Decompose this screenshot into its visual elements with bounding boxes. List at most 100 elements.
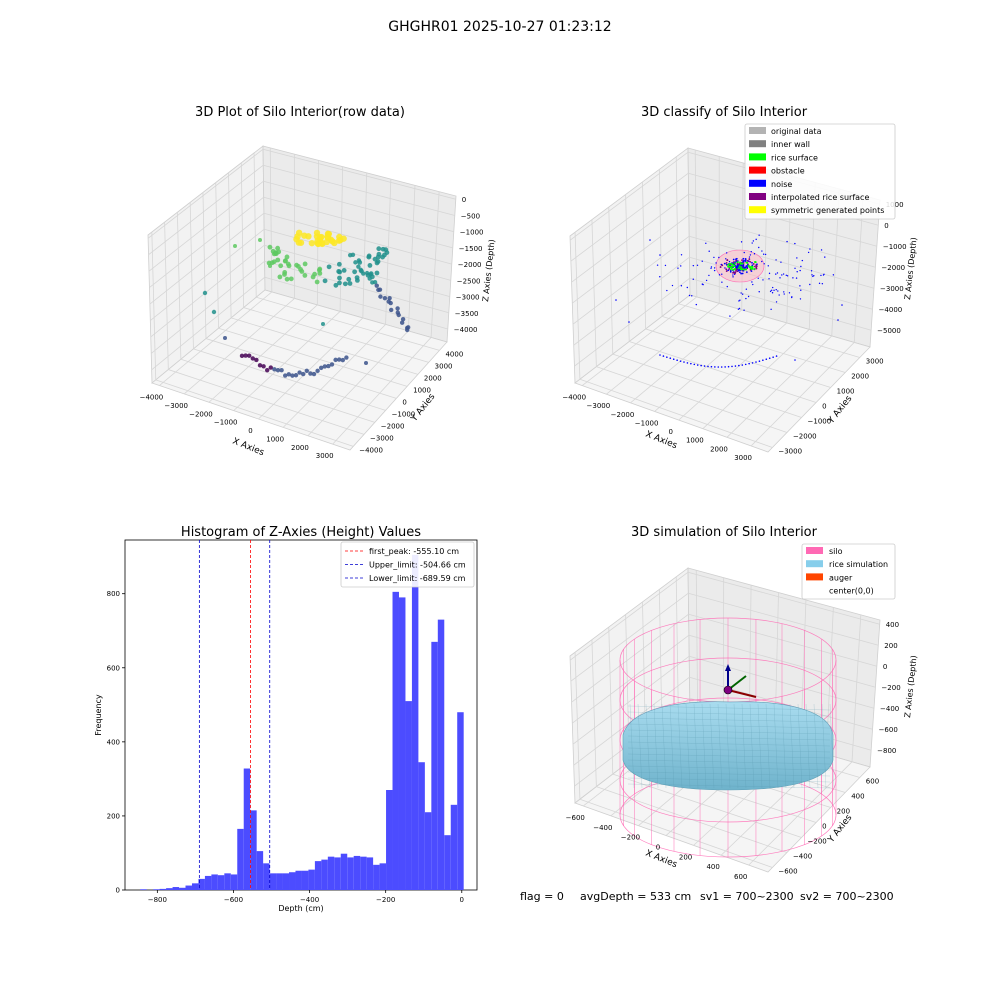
histogram-bar bbox=[424, 812, 432, 890]
data-point bbox=[301, 371, 306, 377]
classified-point bbox=[832, 274, 835, 276]
grid-line-z bbox=[572, 214, 690, 304]
panel1-ylabel: Y Axies bbox=[409, 392, 438, 425]
mesh-line bbox=[693, 703, 699, 789]
grid-line-z bbox=[573, 256, 690, 346]
histogram-bar bbox=[172, 887, 180, 890]
classified-point bbox=[686, 362, 689, 364]
classified-point bbox=[820, 249, 823, 251]
classified-point bbox=[688, 294, 691, 297]
classified-point bbox=[739, 299, 741, 301]
data-point bbox=[347, 281, 353, 286]
mesh-line bbox=[629, 703, 635, 789]
grid-line-y bbox=[243, 307, 429, 363]
data-point bbox=[267, 244, 273, 250]
data-point bbox=[211, 309, 217, 315]
y-tick-label: −2000 bbox=[793, 433, 817, 441]
classified-point bbox=[741, 364, 744, 366]
grid-line-x bbox=[630, 309, 743, 404]
histogram-bar bbox=[301, 870, 309, 890]
grid-line-x bbox=[581, 296, 697, 386]
panel1-tick-labels: −4000−3000−2000−10000100020003000−4000−3… bbox=[140, 196, 484, 460]
legend-swatch bbox=[749, 193, 766, 200]
classified-point bbox=[753, 268, 756, 271]
mesh-line bbox=[789, 703, 795, 789]
data-point bbox=[277, 274, 283, 280]
grid-line-y bbox=[675, 576, 679, 724]
data-point bbox=[337, 275, 342, 281]
mesh-line bbox=[741, 703, 747, 789]
x-tick-label: −1000 bbox=[214, 419, 238, 427]
histogram-bar bbox=[185, 885, 192, 890]
legend-label: original data bbox=[771, 127, 822, 136]
grid-line-z bbox=[569, 151, 689, 241]
data-point bbox=[340, 357, 345, 363]
z-tick-label: −1000 bbox=[883, 243, 907, 251]
classified-point bbox=[690, 362, 692, 365]
mesh-line bbox=[781, 703, 787, 789]
classified-point bbox=[746, 259, 749, 262]
classified-point bbox=[726, 285, 728, 288]
legend-label: rice simulation bbox=[829, 560, 888, 569]
classified-point bbox=[750, 250, 752, 253]
mesh-line bbox=[765, 703, 771, 789]
classified-point bbox=[770, 289, 773, 291]
classified-point bbox=[680, 254, 683, 256]
data-point bbox=[382, 295, 388, 301]
histogram-bar bbox=[243, 768, 251, 890]
histogram-bar bbox=[276, 873, 283, 890]
data-point bbox=[284, 254, 290, 260]
classified-point bbox=[707, 365, 709, 368]
histogram-ylabel: Frequency bbox=[94, 694, 103, 736]
grid-line-z bbox=[574, 277, 691, 367]
histogram-bar bbox=[360, 856, 367, 890]
classified-point bbox=[794, 242, 796, 245]
classified-point bbox=[775, 273, 777, 275]
classified-point bbox=[728, 260, 731, 263]
classified-point bbox=[708, 274, 710, 277]
data-point bbox=[387, 295, 392, 301]
classified-point bbox=[809, 283, 811, 286]
mesh-line bbox=[627, 783, 831, 789]
data-point bbox=[296, 264, 301, 269]
mesh-line bbox=[627, 705, 831, 711]
classified-point bbox=[717, 366, 720, 368]
classified-point bbox=[756, 263, 758, 266]
classified-point bbox=[649, 239, 651, 241]
data-point bbox=[354, 275, 360, 281]
classified-point bbox=[683, 361, 685, 363]
classified-point bbox=[755, 361, 757, 363]
grid-line-y bbox=[205, 338, 397, 399]
z-tick-label: 0 bbox=[883, 663, 887, 671]
classified-point bbox=[781, 274, 783, 276]
classified-point bbox=[659, 354, 661, 356]
classified-point bbox=[810, 270, 813, 272]
data-point bbox=[282, 272, 287, 277]
grid-line-y bbox=[661, 315, 846, 373]
z-tick-label: −3000 bbox=[456, 294, 480, 302]
classified-point bbox=[659, 276, 661, 278]
classified-point bbox=[749, 260, 752, 263]
data-point bbox=[293, 373, 299, 378]
data-point bbox=[286, 263, 292, 269]
classified-point bbox=[672, 358, 675, 361]
data-point bbox=[279, 368, 284, 373]
legend-swatch bbox=[806, 547, 823, 554]
classified-point bbox=[730, 267, 733, 270]
data-point bbox=[276, 249, 282, 255]
mesh-line bbox=[653, 703, 659, 789]
classified-point bbox=[728, 268, 731, 270]
classified-point bbox=[762, 359, 764, 362]
mesh-line bbox=[627, 747, 831, 753]
classified-point bbox=[775, 288, 777, 291]
data-point bbox=[272, 367, 277, 372]
data-point bbox=[333, 357, 338, 363]
grid-line-y bbox=[168, 369, 365, 435]
classified-point bbox=[752, 240, 755, 242]
data-point bbox=[233, 244, 237, 248]
classified-point bbox=[813, 275, 815, 277]
mesh-line bbox=[669, 703, 675, 789]
classified-point bbox=[705, 279, 708, 282]
legend-swatch bbox=[806, 560, 823, 568]
mesh-line bbox=[677, 703, 683, 789]
